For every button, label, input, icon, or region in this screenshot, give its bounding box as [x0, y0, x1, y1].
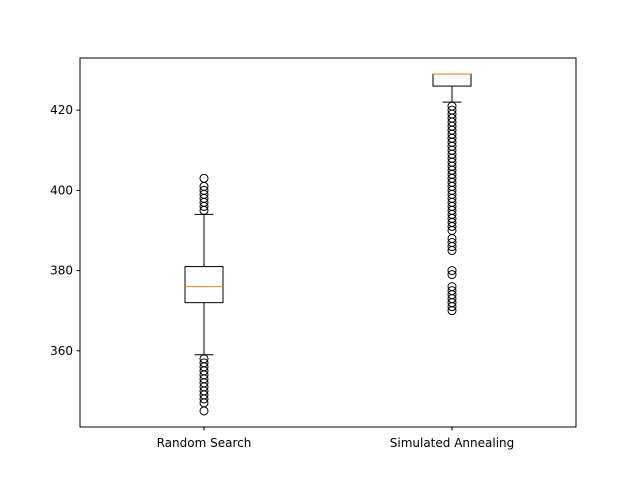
x-tick-label-1: Simulated Annealing: [390, 436, 515, 450]
axes: 360 380 400 420 Random Search Simulated Annea…: [50, 57, 577, 450]
box: [432, 73, 472, 87]
y-tick-label-420: 420: [50, 103, 73, 117]
box: [184, 266, 224, 304]
box-group-1: [432, 73, 472, 316]
flier-point: [199, 406, 209, 416]
flier-point: [447, 282, 457, 292]
flier-point: [447, 266, 457, 276]
plot-frame: [79, 57, 577, 428]
flier-point: [199, 185, 209, 195]
x-tick-label-0: Random Search: [157, 436, 252, 450]
y-tick-label-360: 360: [50, 344, 73, 358]
y-tick-label-380: 380: [50, 264, 73, 278]
flier-point: [199, 173, 209, 183]
flier-point: [447, 270, 457, 280]
flier-point: [447, 101, 457, 111]
flier-point: [199, 358, 209, 368]
flier-point: [447, 105, 457, 115]
flier-point: [447, 238, 457, 247]
y-tick-label-400: 400: [50, 183, 73, 197]
box-group-0: [184, 173, 224, 416]
plot-marks: [184, 73, 472, 416]
flier-point: [447, 286, 457, 296]
flier-point: [199, 354, 209, 364]
